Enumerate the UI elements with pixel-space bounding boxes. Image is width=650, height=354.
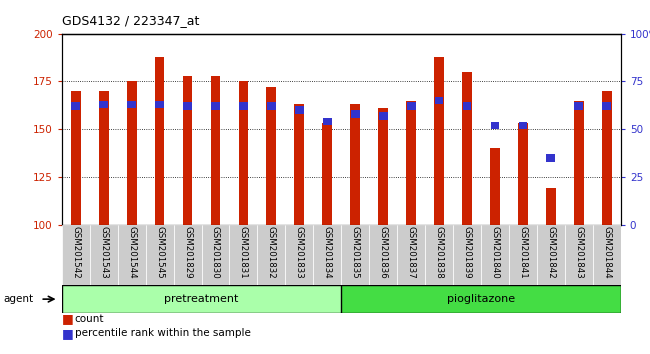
Bar	[211, 102, 220, 110]
Bar	[397, 225, 425, 285]
Bar	[490, 148, 500, 225]
Bar	[127, 101, 136, 108]
Text: GSM201545: GSM201545	[155, 226, 164, 279]
Text: GSM201543: GSM201543	[99, 226, 108, 279]
Text: GSM201832: GSM201832	[267, 226, 276, 279]
Text: GSM201840: GSM201840	[491, 226, 499, 279]
Bar	[565, 225, 593, 285]
Bar	[239, 81, 248, 225]
Bar	[183, 102, 192, 110]
Bar	[62, 285, 341, 313]
Bar	[378, 108, 388, 225]
Text: GSM201831: GSM201831	[239, 226, 248, 279]
Bar	[602, 91, 612, 225]
Text: GDS4132 / 223347_at: GDS4132 / 223347_at	[62, 14, 199, 27]
Text: GSM201838: GSM201838	[435, 226, 443, 279]
Bar	[491, 121, 499, 129]
Bar	[407, 102, 415, 110]
Text: percentile rank within the sample: percentile rank within the sample	[75, 329, 251, 338]
Bar	[350, 104, 360, 225]
Bar	[322, 124, 332, 225]
Bar	[481, 225, 509, 285]
Bar	[99, 91, 109, 225]
Bar	[72, 102, 80, 110]
Bar	[406, 101, 416, 225]
Text: GSM201833: GSM201833	[295, 226, 304, 279]
Text: GSM201843: GSM201843	[575, 226, 583, 279]
Text: GSM201841: GSM201841	[519, 226, 527, 279]
Bar	[574, 101, 584, 225]
Bar	[295, 106, 304, 114]
Bar	[593, 225, 621, 285]
Text: ■: ■	[62, 327, 73, 340]
Bar	[369, 225, 397, 285]
Bar	[453, 225, 481, 285]
Text: GSM201837: GSM201837	[407, 226, 415, 279]
Bar	[379, 112, 387, 120]
Bar	[285, 225, 313, 285]
Bar	[211, 76, 220, 225]
Text: GSM201834: GSM201834	[323, 226, 332, 279]
Bar	[537, 225, 565, 285]
Bar	[435, 97, 443, 104]
Bar	[323, 118, 332, 125]
Bar	[155, 57, 164, 225]
Bar	[313, 225, 341, 285]
Bar	[266, 87, 276, 225]
Bar	[294, 104, 304, 225]
Text: count: count	[75, 314, 104, 324]
Bar	[202, 225, 229, 285]
Bar	[519, 121, 527, 129]
Text: ■: ■	[62, 312, 73, 325]
Text: agent: agent	[3, 294, 33, 304]
Bar	[341, 225, 369, 285]
Text: GSM201829: GSM201829	[183, 226, 192, 279]
Text: GSM201544: GSM201544	[127, 226, 136, 279]
Bar	[99, 101, 108, 108]
Text: GSM201836: GSM201836	[379, 226, 387, 279]
Bar	[341, 285, 621, 313]
Bar	[603, 102, 611, 110]
Bar	[174, 225, 202, 285]
Bar	[351, 110, 359, 118]
Bar	[118, 225, 146, 285]
Text: pretreatment: pretreatment	[164, 294, 239, 304]
Bar	[575, 102, 583, 110]
Bar	[463, 102, 471, 110]
Bar	[425, 225, 453, 285]
Bar	[518, 124, 528, 225]
Bar	[546, 188, 556, 225]
Text: GSM201542: GSM201542	[72, 226, 80, 279]
Bar	[127, 81, 136, 225]
Bar	[71, 91, 81, 225]
Bar	[90, 225, 118, 285]
Bar	[183, 76, 192, 225]
Bar	[62, 225, 90, 285]
Text: GSM201844: GSM201844	[603, 226, 611, 279]
Bar	[547, 154, 555, 162]
Text: GSM201842: GSM201842	[547, 226, 555, 279]
Bar	[267, 102, 276, 110]
Bar	[434, 57, 444, 225]
Text: GSM201839: GSM201839	[463, 226, 471, 279]
Bar	[229, 225, 257, 285]
Text: GSM201830: GSM201830	[211, 226, 220, 279]
Bar	[462, 72, 472, 225]
Bar	[509, 225, 537, 285]
Text: GSM201835: GSM201835	[351, 226, 359, 279]
Bar	[155, 101, 164, 108]
Bar	[146, 225, 174, 285]
Text: pioglitazone: pioglitazone	[447, 294, 515, 304]
Bar	[239, 102, 248, 110]
Bar	[257, 225, 285, 285]
